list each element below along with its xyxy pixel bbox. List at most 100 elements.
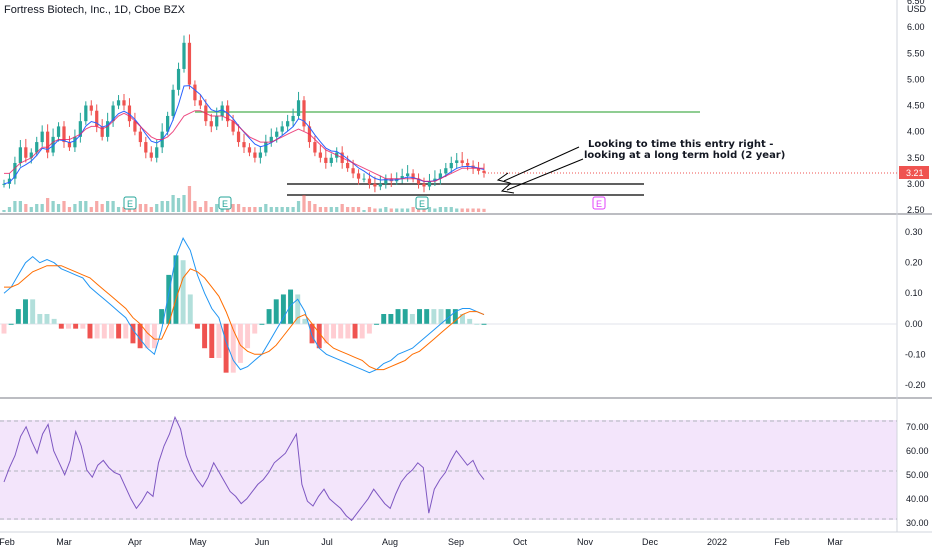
volume-bar xyxy=(296,201,301,212)
candle-body[interactable] xyxy=(286,121,290,127)
candle-body[interactable] xyxy=(296,100,301,116)
earnings-marker[interactable] xyxy=(218,196,232,210)
annotation-arrow-1[interactable] xyxy=(503,146,580,182)
volume-bar xyxy=(78,201,82,212)
candle-body[interactable] xyxy=(253,152,257,158)
candle-body[interactable] xyxy=(476,168,481,171)
candle-body[interactable] xyxy=(449,162,453,169)
candle-body[interactable] xyxy=(182,42,186,69)
annotation-arrow-2[interactable] xyxy=(506,158,584,191)
candlesticks[interactable] xyxy=(2,34,486,193)
candle-body[interactable] xyxy=(236,131,241,143)
candle-body[interactable] xyxy=(166,115,170,132)
candle-body[interactable] xyxy=(378,183,382,187)
candle-body[interactable] xyxy=(198,100,202,106)
candle-body[interactable] xyxy=(482,170,486,173)
candle-body[interactable] xyxy=(356,173,361,179)
candle-body[interactable] xyxy=(35,142,39,153)
volume-bars xyxy=(2,186,486,212)
candle-body[interactable] xyxy=(138,131,142,143)
earnings-marker[interactable] xyxy=(123,196,137,210)
candle-body[interactable] xyxy=(7,178,12,184)
candle-body[interactable] xyxy=(302,100,306,127)
candle-body[interactable] xyxy=(127,105,132,122)
candle-body[interactable] xyxy=(460,160,464,163)
candle-body[interactable] xyxy=(187,42,192,85)
candle-body[interactable] xyxy=(95,110,99,127)
candle-body[interactable] xyxy=(362,178,366,180)
candle-body[interactable] xyxy=(400,176,404,179)
candle-body[interactable] xyxy=(149,152,153,158)
candle-body[interactable] xyxy=(220,105,224,116)
candle-body[interactable] xyxy=(51,136,55,153)
candle-body[interactable] xyxy=(176,68,181,90)
candle-body[interactable] xyxy=(384,178,388,184)
volume-bar xyxy=(455,208,459,212)
candle-body[interactable] xyxy=(351,168,355,174)
candle-body[interactable] xyxy=(455,160,459,163)
candle-body[interactable] xyxy=(2,183,6,185)
candle-body[interactable] xyxy=(269,136,273,143)
candle-body[interactable] xyxy=(247,147,252,153)
candle-body[interactable] xyxy=(438,173,442,179)
candle-body[interactable] xyxy=(258,152,262,158)
candle-body[interactable] xyxy=(367,178,372,184)
candle-body[interactable] xyxy=(280,126,284,132)
candle-body[interactable] xyxy=(73,136,77,148)
candle-body[interactable] xyxy=(100,126,104,137)
time-tick-label: Apr xyxy=(128,537,142,547)
candle-body[interactable] xyxy=(433,178,437,182)
candle-body[interactable] xyxy=(111,105,115,122)
candle-body[interactable] xyxy=(13,162,17,179)
candle-body[interactable] xyxy=(324,157,328,163)
candle-body[interactable] xyxy=(313,142,317,153)
candle-body[interactable] xyxy=(116,100,121,106)
candle-body[interactable] xyxy=(346,162,350,169)
candle-body[interactable] xyxy=(406,173,410,177)
candle-body[interactable] xyxy=(89,105,93,111)
macd-histogram-bar xyxy=(73,323,79,329)
candle-body[interactable] xyxy=(40,131,44,143)
macd-histogram-bar xyxy=(144,323,150,349)
candle-body[interactable] xyxy=(427,181,432,187)
candle-body[interactable] xyxy=(242,142,246,148)
candle-body[interactable] xyxy=(329,157,333,163)
candle-body[interactable] xyxy=(444,168,448,174)
candle-body[interactable] xyxy=(78,121,82,137)
candle-body[interactable] xyxy=(193,84,197,101)
candle-body[interactable] xyxy=(62,126,66,143)
candle-body[interactable] xyxy=(411,173,415,179)
candle-body[interactable] xyxy=(373,183,377,187)
candle-body[interactable] xyxy=(318,152,322,158)
candle-body[interactable] xyxy=(416,178,421,184)
candle-body[interactable] xyxy=(231,121,235,132)
candle-body[interactable] xyxy=(215,115,219,127)
candle-body[interactable] xyxy=(84,105,88,122)
macd-signal-line xyxy=(4,265,485,371)
candle-body[interactable] xyxy=(18,147,22,163)
candle-body[interactable] xyxy=(171,89,175,116)
candle-body[interactable] xyxy=(67,142,72,148)
volume-bar xyxy=(286,207,290,212)
candle-body[interactable] xyxy=(209,121,213,127)
candle-body[interactable] xyxy=(24,147,28,158)
earnings-marker[interactable] xyxy=(415,196,429,210)
candle-body[interactable] xyxy=(291,115,295,122)
candle-body[interactable] xyxy=(422,183,426,187)
earnings-marker[interactable] xyxy=(592,196,606,210)
candle-body[interactable] xyxy=(264,142,268,153)
candle-body[interactable] xyxy=(155,147,159,158)
candle-body[interactable] xyxy=(122,100,126,106)
candle-body[interactable] xyxy=(133,121,137,132)
candle-body[interactable] xyxy=(46,131,50,153)
time-tick-label: Feb xyxy=(774,537,790,547)
candle-body[interactable] xyxy=(106,121,110,137)
price-tick-label: 3.50 xyxy=(907,153,925,163)
candle-body[interactable] xyxy=(56,126,61,137)
candle-body[interactable] xyxy=(275,131,279,137)
candle-body[interactable] xyxy=(29,152,33,158)
candle-body[interactable] xyxy=(144,142,148,153)
candle-body[interactable] xyxy=(466,162,470,166)
